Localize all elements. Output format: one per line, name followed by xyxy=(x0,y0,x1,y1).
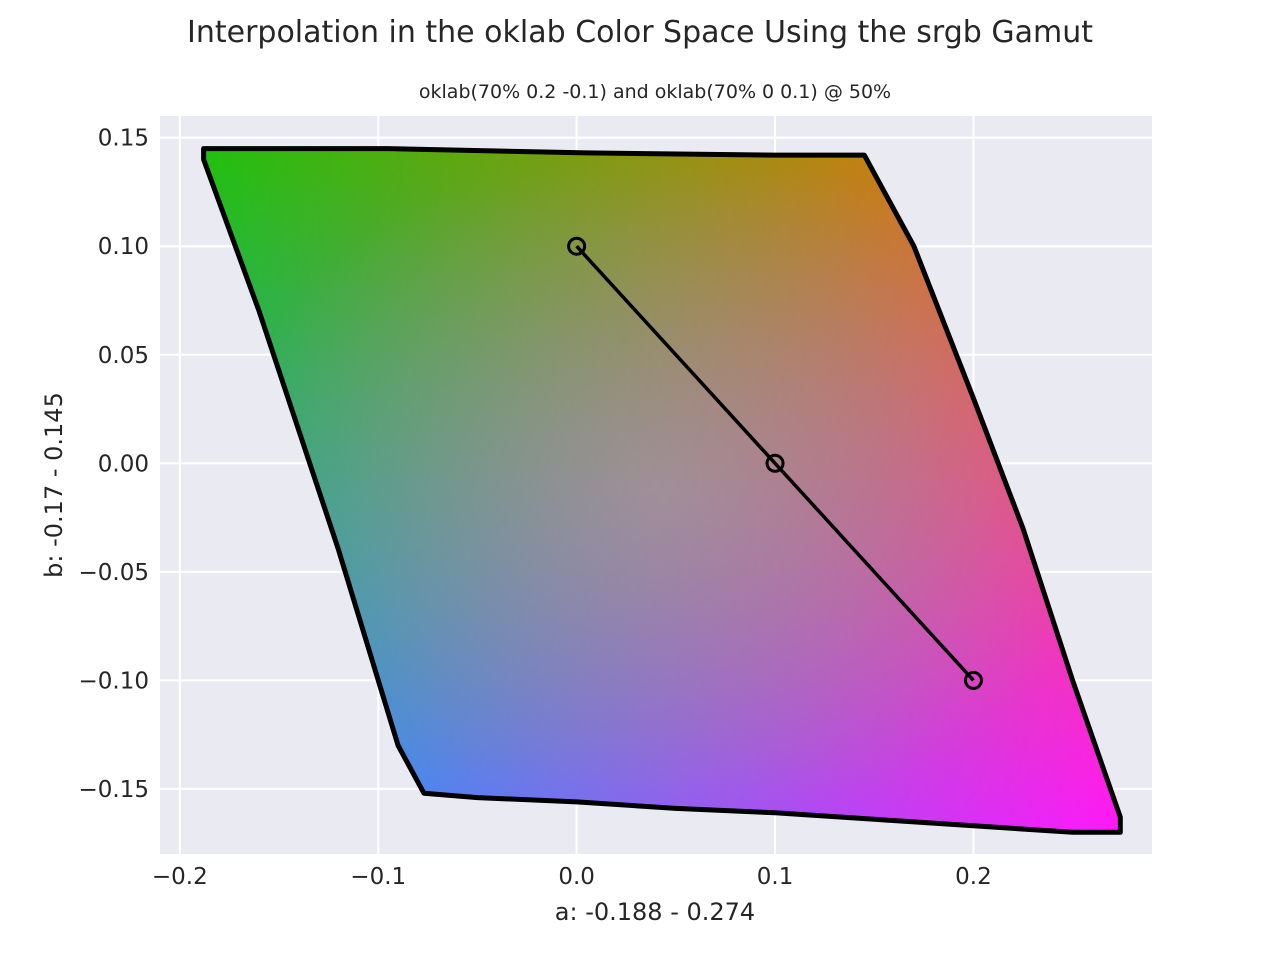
x-tick-label: −0.1 xyxy=(350,864,406,890)
x-tick-labels: −0.2 −0.1 0.0 0.1 0.2 xyxy=(152,864,992,890)
x-tick-label: 0.0 xyxy=(558,864,595,890)
interpolation-line xyxy=(575,245,975,682)
interpolation-point xyxy=(963,670,983,690)
chart-subtitle: oklab(70% 0.2 -0.1) and oklab(70% 0 0.1)… xyxy=(419,81,891,103)
gamut-boundary xyxy=(201,146,1123,835)
y-axis-label: b: -0.17 - 0.145 xyxy=(40,392,68,578)
y-tick-label: −0.05 xyxy=(79,560,149,586)
y-tick-label: 0.10 xyxy=(98,234,149,260)
interpolation-point xyxy=(567,236,587,256)
chart-title: Interpolation in the oklab Color Space U… xyxy=(187,15,1093,50)
y-tick-label: −0.10 xyxy=(79,668,149,694)
interpolation-point xyxy=(765,453,785,473)
y-tick-label: −0.15 xyxy=(79,777,149,803)
x-tick-label: 0.2 xyxy=(955,864,992,890)
x-tick-label: −0.2 xyxy=(152,864,208,890)
y-tick-label: 0.15 xyxy=(98,126,149,152)
y-tick-labels: 0.15 0.10 0.05 0.00 −0.05 −0.10 −0.15 xyxy=(79,126,149,803)
x-tick-label: 0.1 xyxy=(757,864,794,890)
y-tick-label: 0.05 xyxy=(98,343,149,369)
interpolation-points xyxy=(567,236,983,690)
x-axis-label: a: -0.188 - 0.274 xyxy=(555,898,755,926)
y-tick-label: 0.00 xyxy=(98,451,149,477)
